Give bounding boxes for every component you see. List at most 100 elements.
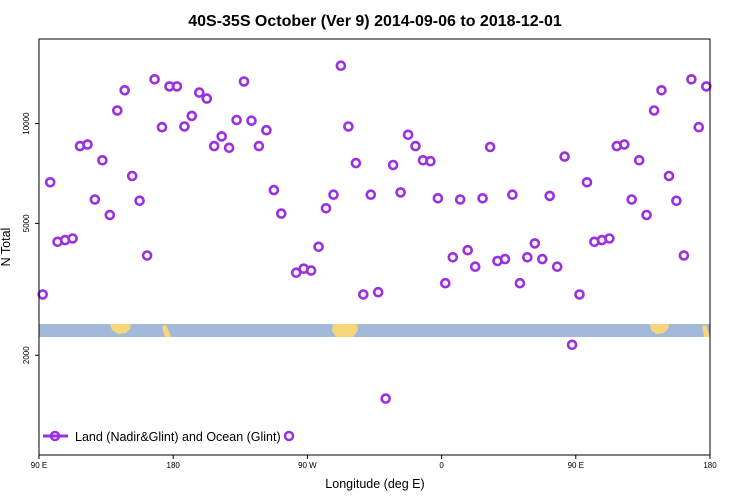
data-point-57: [469, 261, 481, 273]
data-point-16: [156, 121, 168, 133]
data-point-72: [581, 177, 593, 188]
data-point-22: [201, 93, 213, 104]
data-point-29: [253, 140, 265, 152]
data-point-28: [246, 115, 257, 126]
data-point-21: [194, 87, 205, 98]
data-point-87: [693, 121, 705, 133]
data-point-84: [671, 195, 682, 207]
x-tick-label-1: 180: [167, 461, 181, 470]
data-point-70: [566, 339, 578, 351]
data-point-65: [529, 238, 541, 249]
data-point-47: [395, 187, 406, 198]
x-tick-label-4: 90 E: [568, 461, 584, 470]
data-point-0: [37, 289, 49, 300]
data-point-23: [208, 140, 220, 152]
ocean-land-band: [39, 324, 710, 337]
data-point-82: [656, 85, 667, 96]
data-point-35: [305, 265, 317, 276]
data-point-13: [134, 195, 145, 207]
data-points: [37, 60, 712, 404]
data-point-88: [700, 81, 712, 92]
data-point-58: [477, 193, 488, 204]
data-point-12: [126, 170, 138, 182]
data-point-27: [238, 76, 250, 87]
data-point-14: [141, 250, 153, 261]
data-point-37: [320, 203, 332, 214]
data-point-45: [380, 393, 392, 404]
legend: Land (Nadir&Glint) and Ocean (Glint): [43, 430, 295, 444]
data-point-8: [97, 155, 108, 166]
data-point-71: [574, 289, 585, 300]
x-axis: 90 E 180 90 W 0 90 E 180: [31, 455, 717, 470]
data-point-18: [171, 81, 183, 92]
land-patch-new-zealand: [162, 325, 171, 337]
plot-frame: [38, 38, 711, 456]
y-tick-label-0: 2000: [22, 346, 31, 364]
data-point-55: [454, 194, 466, 205]
data-point-78: [626, 194, 638, 205]
data-point-64: [521, 251, 533, 263]
data-point-43: [365, 189, 377, 200]
data-point-26: [231, 114, 242, 126]
data-point-30: [261, 124, 272, 136]
data-point-59: [484, 141, 496, 153]
data-point-1: [44, 177, 56, 188]
data-point-68: [551, 261, 563, 273]
data-point-40: [343, 121, 354, 132]
x-tick-label-2: 90 W: [298, 461, 317, 470]
data-point-10: [112, 105, 123, 116]
data-point-39: [335, 60, 347, 71]
data-point-15: [149, 74, 160, 85]
data-point-51: [425, 155, 436, 167]
y-tick-label-1: 5000: [22, 214, 31, 232]
x-tick-label-3: 0: [439, 461, 444, 470]
land-patch-new-zealand-repeat: [702, 325, 710, 337]
data-point-52: [432, 193, 444, 204]
legend-marker: [49, 430, 61, 442]
chart-title: 40S-35S October (Ver 9) 2014-09-06 to 20…: [188, 13, 562, 30]
ocean-band: [39, 324, 710, 337]
data-point-42: [357, 289, 369, 300]
data-point-49: [410, 140, 421, 152]
data-point-85: [678, 250, 690, 261]
data-point-56: [462, 244, 474, 256]
data-point-48: [402, 129, 414, 141]
y-axis: 2000 5000 10000: [22, 112, 39, 364]
data-point-79: [633, 155, 645, 166]
land-patch-south-america-repeat: [650, 324, 669, 334]
data-point-38: [328, 189, 339, 200]
legend-label: Land (Nadir&Glint) and Ocean (Glint): [75, 430, 281, 444]
data-point-66: [536, 253, 548, 265]
data-point-6: [82, 139, 93, 150]
data-point-80: [641, 209, 652, 221]
data-point-77: [618, 139, 630, 150]
data-point-36: [313, 241, 324, 253]
data-point-69: [559, 151, 570, 162]
x-tick-label-0: 90 E: [31, 461, 47, 470]
data-point-75: [604, 233, 615, 244]
y-tick-label-2: 10000: [22, 112, 31, 135]
data-point-53: [439, 277, 451, 289]
data-point-11: [119, 85, 130, 96]
data-point-63: [514, 277, 526, 289]
land-patch-africa: [332, 324, 358, 337]
data-point-33: [290, 267, 302, 279]
data-point-83: [663, 170, 675, 182]
data-point-86: [686, 74, 697, 85]
data-point-44: [372, 286, 384, 298]
data-point-7: [89, 194, 101, 205]
data-point-61: [499, 253, 511, 265]
data-point-4: [67, 233, 78, 244]
data-point-46: [387, 159, 399, 171]
data-point-32: [275, 208, 287, 219]
data-point-25: [223, 142, 235, 154]
x-tick-label-5: 180: [703, 461, 717, 470]
data-point-20: [186, 110, 198, 122]
data-point-19: [179, 121, 190, 132]
data-point-81: [648, 105, 660, 116]
land-patch-south-america: [110, 324, 131, 334]
data-point-41: [350, 157, 362, 169]
y-axis-label: N Total: [0, 228, 13, 267]
x-axis-label: Longitude (deg E): [325, 477, 424, 491]
